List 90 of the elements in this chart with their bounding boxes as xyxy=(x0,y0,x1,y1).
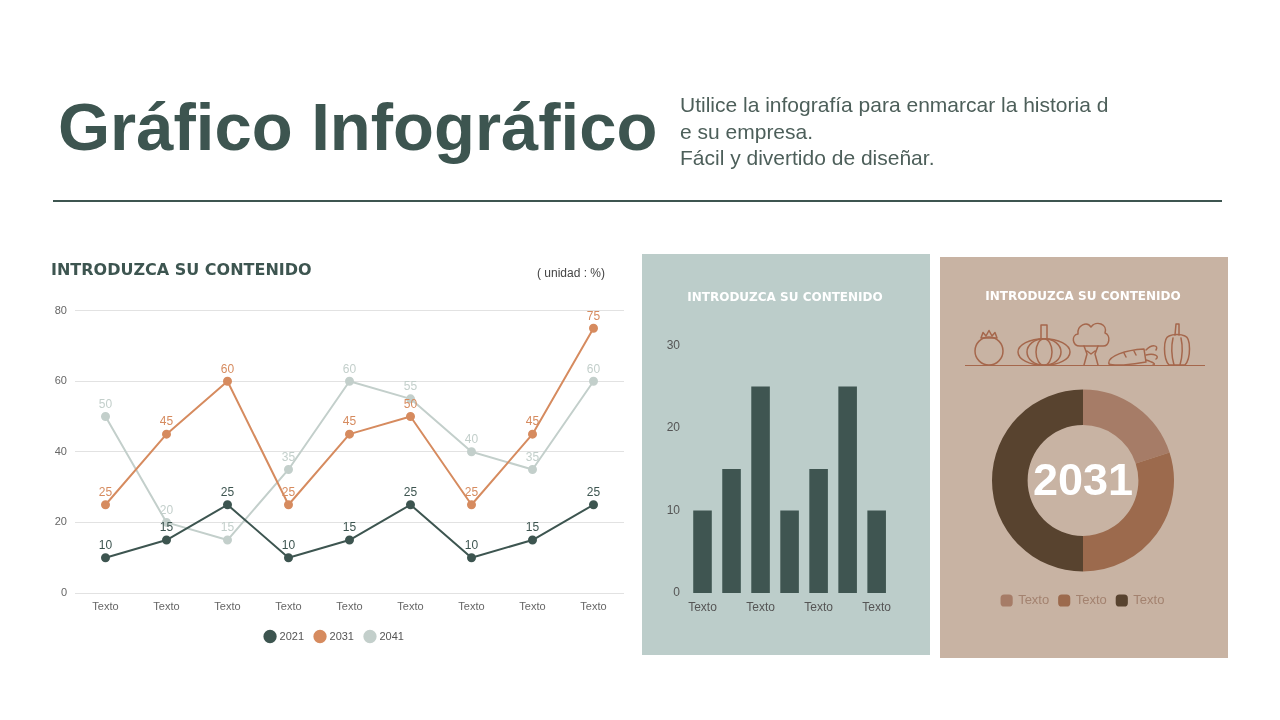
point xyxy=(101,500,110,510)
point xyxy=(467,447,476,457)
x-tick-label: Texto xyxy=(580,599,607,612)
point xyxy=(284,464,293,474)
data-label: 75 xyxy=(586,308,601,323)
point xyxy=(162,429,171,439)
y-tick-label: 0 xyxy=(673,585,681,600)
y-tick-label: 30 xyxy=(666,337,681,352)
y-tick-label: 20 xyxy=(54,515,67,528)
point xyxy=(223,535,232,545)
y-tick-label: 60 xyxy=(54,374,67,387)
data-label: 50 xyxy=(403,396,418,411)
data-label: 20 xyxy=(159,502,174,517)
bar xyxy=(722,469,741,593)
point xyxy=(406,412,415,421)
legend-label: 2031 xyxy=(329,629,354,642)
data-label: 15 xyxy=(342,520,357,535)
y-tick-label: 10 xyxy=(666,502,681,517)
chart-title: INTRODUZCA SU CONTENIDO xyxy=(686,290,884,305)
chart-title: INTRODUZCA SU CONTENIDO xyxy=(51,260,312,280)
text: ( unidad : %) xyxy=(537,266,606,280)
data-label: 60 xyxy=(586,361,601,376)
legend-label: 2041 xyxy=(379,629,404,642)
data-label: 60 xyxy=(342,361,357,376)
data-label: 15 xyxy=(525,520,540,535)
x-tick-label: Texto xyxy=(397,599,424,612)
x-tick-label: Texto xyxy=(519,599,546,612)
data-label: 15 xyxy=(220,520,235,535)
x-tick-label: Texto xyxy=(92,599,119,612)
x-tick-label: Texto xyxy=(275,599,302,612)
text: Gráfico Infográfico xyxy=(58,88,658,165)
point xyxy=(345,429,354,439)
point xyxy=(345,376,354,386)
point xyxy=(589,500,598,510)
x-tick-label: Texto xyxy=(336,599,363,612)
bar xyxy=(809,469,828,593)
x-tick-label: Texto xyxy=(153,599,180,612)
data-label: 10 xyxy=(281,538,296,553)
data-label: 25 xyxy=(98,485,113,500)
point xyxy=(528,535,537,545)
x-tick-label: Texto xyxy=(862,599,892,614)
point xyxy=(589,323,598,333)
x-tick-label: Texto xyxy=(458,599,485,612)
point xyxy=(284,500,293,510)
bar xyxy=(693,510,712,593)
point xyxy=(528,429,537,439)
y-tick-label: 20 xyxy=(666,420,681,435)
point xyxy=(345,535,354,545)
point xyxy=(223,376,232,386)
point xyxy=(101,412,110,421)
bar xyxy=(751,386,770,593)
point xyxy=(101,553,110,563)
data-label: 15 xyxy=(159,520,174,535)
bar xyxy=(867,510,886,593)
data-label: 25 xyxy=(220,485,235,500)
data-label: 10 xyxy=(464,538,479,553)
data-label: 45 xyxy=(525,414,540,429)
x-tick-label: Texto xyxy=(746,599,776,614)
x-tick-label: Texto xyxy=(688,599,718,614)
point xyxy=(528,464,537,474)
legend-label: 2021 xyxy=(279,629,305,642)
chart-title: INTRODUZCA SU CONTENIDO xyxy=(984,289,1182,304)
y-tick-label: 40 xyxy=(54,444,67,457)
text: Utilice la infografía para enmarcar la historia d e su empresa. Fácil y divertido de diseñar. xyxy=(680,92,1109,171)
text: 2031 xyxy=(1032,453,1134,505)
point xyxy=(162,535,171,545)
point xyxy=(223,500,232,510)
data-label: 35 xyxy=(281,449,296,464)
point xyxy=(467,553,476,563)
x-tick-label: Texto xyxy=(214,599,241,612)
data-label: 25 xyxy=(464,485,479,500)
point xyxy=(406,500,415,510)
y-tick-label: 80 xyxy=(54,303,67,316)
data-label: 55 xyxy=(403,379,418,394)
data-label: 10 xyxy=(98,538,113,553)
data-label: 60 xyxy=(220,361,235,376)
point xyxy=(284,553,293,563)
point xyxy=(467,500,476,510)
data-label: 25 xyxy=(586,485,601,500)
data-label: 45 xyxy=(342,414,357,429)
data-label: 45 xyxy=(159,414,174,429)
bar xyxy=(838,386,857,593)
y-tick-label: 0 xyxy=(60,586,67,599)
bar xyxy=(780,510,799,593)
data-label: 35 xyxy=(525,449,540,464)
data-label: 40 xyxy=(464,432,479,447)
point xyxy=(589,376,598,386)
x-tick-label: Texto xyxy=(804,599,834,614)
data-label: 25 xyxy=(403,485,418,500)
data-label: 50 xyxy=(98,396,113,411)
